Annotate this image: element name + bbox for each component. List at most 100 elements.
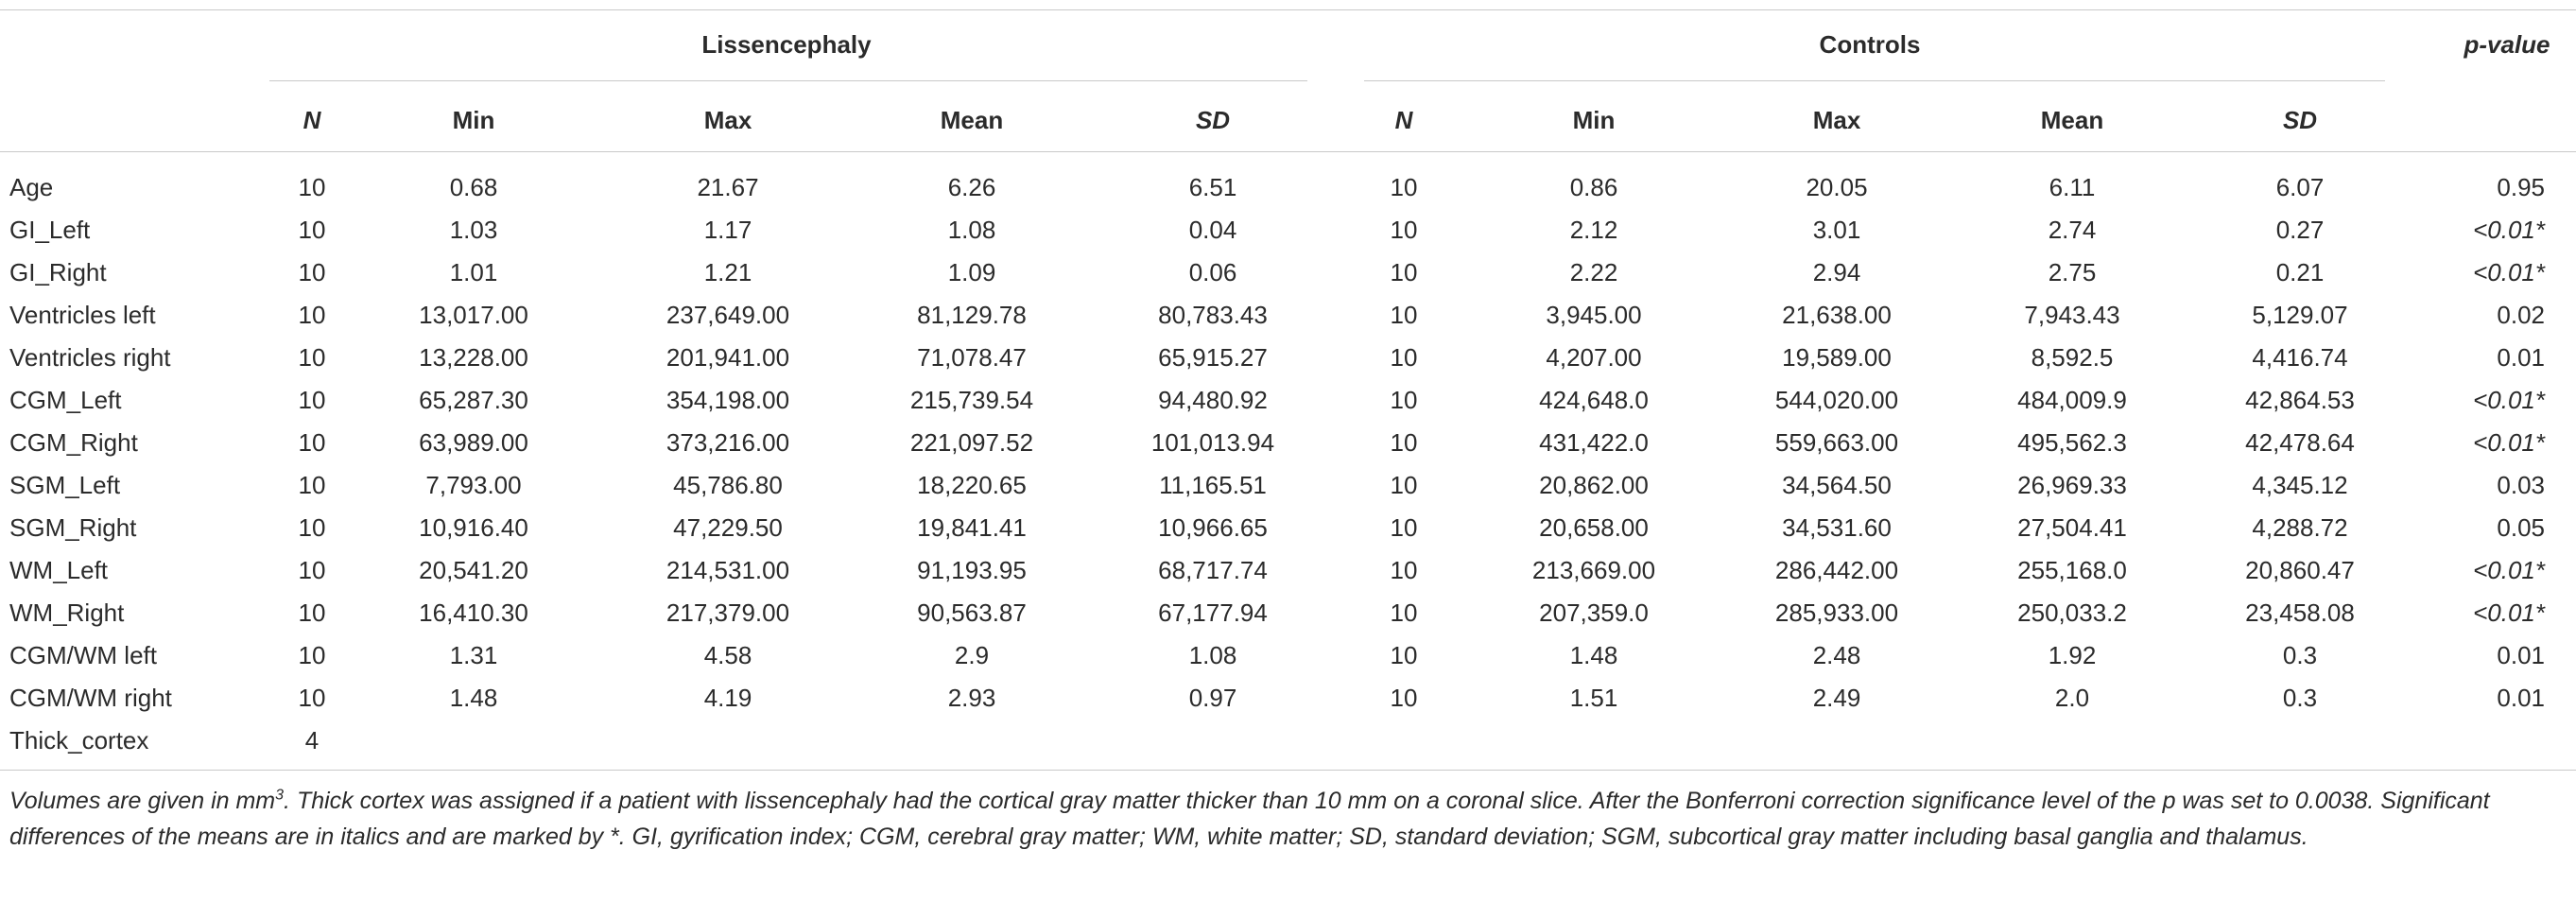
table-cell: 237,649.00 bbox=[666, 300, 790, 329]
table-cell: 544,020.00 bbox=[1774, 385, 1899, 414]
table-cell: 20,860.47 bbox=[2245, 555, 2355, 584]
table-cell: 424,648.0 bbox=[1539, 385, 1649, 414]
table-cell: 94,480.92 bbox=[1158, 385, 1268, 414]
table-cell: 4,207.00 bbox=[1546, 342, 1642, 372]
table-cell: 10 bbox=[298, 385, 326, 414]
table-cell: 484,009.9 bbox=[2017, 385, 2127, 414]
row-label: SGM_Left bbox=[9, 470, 121, 499]
table-cell: 23,458.08 bbox=[2245, 598, 2355, 627]
table-cell: 6.07 bbox=[2275, 173, 2325, 201]
row-label: CGM/WM right bbox=[9, 683, 172, 712]
table-cell: 4.19 bbox=[703, 683, 752, 712]
table-cell: 16,410.30 bbox=[419, 598, 528, 627]
lissencephaly-mean-header: Mean bbox=[940, 106, 1004, 134]
table-cell: 34,564.50 bbox=[1782, 470, 1892, 499]
table-cell: 207,359.0 bbox=[1539, 598, 1649, 627]
table-cell: 2.74 bbox=[2048, 215, 2097, 244]
table-cell: 20,541.20 bbox=[419, 555, 528, 584]
table-cell: 7,793.00 bbox=[425, 470, 522, 499]
row-label: Thick_cortex bbox=[9, 725, 149, 755]
table-cell: 3,945.00 bbox=[1546, 300, 1642, 329]
table-cell: 0.3 bbox=[2282, 683, 2318, 712]
table-cell: 10 bbox=[298, 470, 326, 499]
table-cell: 10 bbox=[1390, 598, 1418, 627]
table-cell: 1.48 bbox=[449, 683, 498, 712]
table-cell: 65,915.27 bbox=[1158, 342, 1268, 372]
controls-n-header: N bbox=[1394, 106, 1413, 134]
table-cell: 10 bbox=[298, 257, 326, 286]
table-cell: 10,916.40 bbox=[419, 512, 528, 542]
table-cell: 1.31 bbox=[449, 640, 498, 669]
table-cell: 2.94 bbox=[1812, 257, 1861, 286]
table-cell: 286,442.00 bbox=[1774, 555, 1899, 584]
table-cell: 20,658.00 bbox=[1539, 512, 1649, 542]
table-cell: 6.51 bbox=[1188, 173, 1237, 201]
table-cell: 255,168.0 bbox=[2017, 555, 2127, 584]
table-cell: 4.58 bbox=[703, 640, 752, 669]
table-cell: 250,033.2 bbox=[2017, 598, 2127, 627]
table-cell: 1.08 bbox=[1188, 640, 1237, 669]
table-cell: 10 bbox=[1390, 257, 1418, 286]
table-cell: 10 bbox=[298, 300, 326, 329]
table-cell: 221,097.52 bbox=[909, 427, 1034, 457]
table-cell: 10,966.65 bbox=[1158, 512, 1268, 542]
lissencephaly-n-header: N bbox=[303, 106, 321, 134]
table-cell: 10 bbox=[298, 683, 326, 712]
footnote-text-1: Volumes are given in mm bbox=[9, 788, 276, 814]
pvalue-cell: 0.01 bbox=[2497, 640, 2545, 669]
table-cell: 10 bbox=[1390, 173, 1418, 201]
controls-max-header: Max bbox=[1812, 106, 1861, 134]
table-cell: 21.67 bbox=[697, 173, 759, 201]
table-cell: 0.97 bbox=[1188, 683, 1237, 712]
table-cell: 67,177.94 bbox=[1158, 598, 1268, 627]
table-cell: 2.75 bbox=[2048, 257, 2097, 286]
lissencephaly-group-rule bbox=[269, 80, 1307, 81]
table-cell: 80,783.43 bbox=[1158, 300, 1268, 329]
top-rule bbox=[0, 9, 2576, 10]
controls-sd-header: SD bbox=[2282, 106, 2318, 134]
table-cell: 4,416.74 bbox=[2252, 342, 2348, 372]
table-cell: 10 bbox=[1390, 640, 1418, 669]
table-cell: 81,129.78 bbox=[917, 300, 1027, 329]
table-cell: 20.05 bbox=[1806, 173, 1868, 201]
table-cell: 217,379.00 bbox=[666, 598, 790, 627]
pvalue-cell: 0.02 bbox=[2497, 300, 2545, 329]
table-cell: 90,563.87 bbox=[917, 598, 1027, 627]
table-cell: 2.49 bbox=[1812, 683, 1861, 712]
table-cell: 21,638.00 bbox=[1782, 300, 1892, 329]
table-cell: 19,841.41 bbox=[917, 512, 1027, 542]
table-cell: 4 bbox=[304, 725, 320, 755]
table-cell: 1.48 bbox=[1569, 640, 1618, 669]
pvalue-cell: 0.05 bbox=[2497, 512, 2545, 542]
table-cell: 0.3 bbox=[2282, 640, 2318, 669]
pvalue-cell: <0.01* bbox=[2473, 598, 2545, 627]
table-cell: 2.48 bbox=[1812, 640, 1861, 669]
table-cell: 68,717.74 bbox=[1158, 555, 1268, 584]
row-label: Age bbox=[9, 173, 54, 201]
table-cell: 4,288.72 bbox=[2252, 512, 2348, 542]
row-label: GI_Left bbox=[9, 215, 91, 244]
table-cell: 215,739.54 bbox=[909, 385, 1034, 414]
table-cell: 10 bbox=[298, 427, 326, 457]
table-cell: 101,013.94 bbox=[1150, 427, 1275, 457]
table-cell: 373,216.00 bbox=[666, 427, 790, 457]
table-cell: 10 bbox=[1390, 683, 1418, 712]
header-bottom-rule bbox=[0, 151, 2576, 152]
pvalue-cell: <0.01* bbox=[2473, 427, 2545, 457]
table-cell: 42,478.64 bbox=[2245, 427, 2355, 457]
pvalue-header: p-value bbox=[2464, 30, 2550, 59]
pvalue-cell: 0.03 bbox=[2497, 470, 2545, 499]
table-cell: 4,345.12 bbox=[2252, 470, 2348, 499]
table-cell: 1.03 bbox=[449, 215, 498, 244]
table-cell: 11,165.51 bbox=[1159, 470, 1267, 499]
row-label: CGM_Left bbox=[9, 385, 122, 414]
pvalue-cell: 0.95 bbox=[2497, 173, 2545, 201]
table-cell: 10 bbox=[298, 173, 326, 201]
table-cell: 10 bbox=[298, 342, 326, 372]
table-cell: 431,422.0 bbox=[1539, 427, 1649, 457]
table-cell: 10 bbox=[298, 640, 326, 669]
table-cell: 0.27 bbox=[2275, 215, 2325, 244]
table-cell: 0.86 bbox=[1569, 173, 1618, 201]
row-label: GI_Right bbox=[9, 257, 107, 286]
pvalue-cell: <0.01* bbox=[2473, 215, 2545, 244]
